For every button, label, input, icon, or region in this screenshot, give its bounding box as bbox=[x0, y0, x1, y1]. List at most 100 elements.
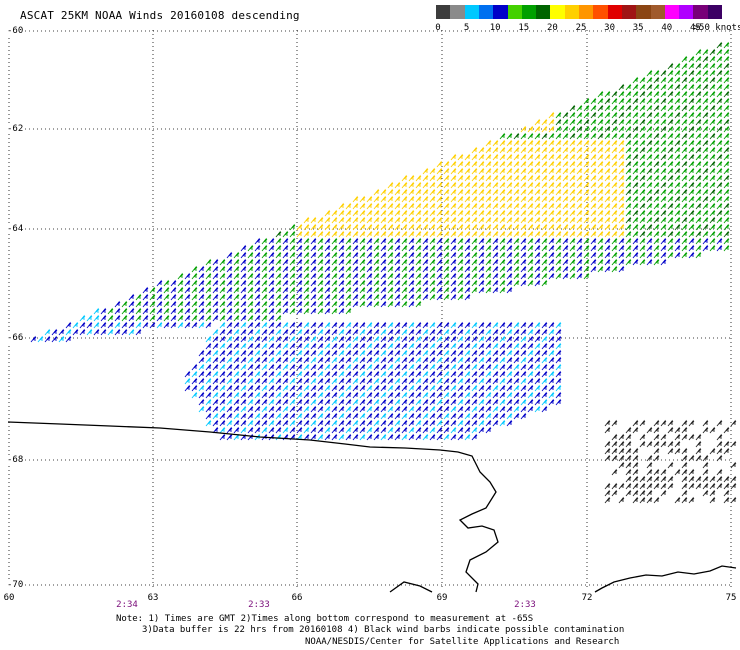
wind-barb bbox=[429, 202, 436, 210]
wind-barb bbox=[723, 139, 730, 147]
wind-barb bbox=[219, 279, 226, 287]
wind-barb bbox=[366, 377, 373, 385]
wind-barb bbox=[338, 272, 345, 280]
wind-barb bbox=[520, 195, 527, 203]
wind-barb bbox=[583, 216, 590, 224]
wind-barb bbox=[450, 167, 457, 175]
wind-barb bbox=[569, 139, 576, 147]
wind-barb bbox=[590, 174, 597, 182]
wind-barb bbox=[471, 391, 478, 399]
wind-barb bbox=[499, 188, 506, 196]
wind-barb bbox=[562, 139, 569, 147]
wind-barb bbox=[107, 314, 114, 322]
wind-barb bbox=[534, 167, 541, 175]
wind-barb bbox=[716, 244, 723, 252]
wind-barb bbox=[520, 391, 527, 399]
wind-barb bbox=[611, 125, 618, 133]
wind-barb bbox=[646, 69, 653, 77]
wind-barb bbox=[226, 286, 233, 294]
wind-barb bbox=[513, 342, 520, 350]
wind-barb bbox=[219, 419, 226, 427]
wind-barb bbox=[499, 132, 506, 140]
wind-barb bbox=[520, 398, 527, 406]
wind-barb bbox=[254, 286, 261, 294]
wind-barb bbox=[443, 349, 450, 357]
wind-barb bbox=[590, 188, 597, 196]
wind-barb bbox=[345, 300, 352, 308]
wind-barb bbox=[310, 293, 317, 301]
wind-barb bbox=[548, 265, 555, 273]
wind-barb bbox=[618, 237, 625, 245]
wind-barb bbox=[702, 482, 709, 490]
wind-barb bbox=[156, 300, 163, 308]
wind-barb bbox=[688, 237, 695, 245]
wind-barb bbox=[646, 104, 653, 112]
wind-barb bbox=[282, 398, 289, 406]
wind-barb bbox=[485, 188, 492, 196]
wind-barb bbox=[541, 146, 548, 154]
wind-barb bbox=[359, 286, 366, 294]
wind-barb bbox=[233, 342, 240, 350]
wind-barb bbox=[499, 398, 506, 406]
wind-barb bbox=[485, 216, 492, 224]
wind-barb bbox=[289, 412, 296, 420]
wind-barb bbox=[716, 125, 723, 133]
wind-barb bbox=[366, 384, 373, 392]
wind-barb bbox=[660, 475, 667, 483]
wind-barb bbox=[485, 146, 492, 154]
wind-barb bbox=[331, 433, 338, 441]
wind-barb bbox=[450, 153, 457, 161]
wind-barb bbox=[555, 398, 562, 406]
wind-barb bbox=[625, 160, 632, 168]
wind-barb bbox=[219, 272, 226, 280]
wind-barb bbox=[198, 272, 205, 280]
wind-barb bbox=[618, 90, 625, 98]
wind-barb bbox=[590, 139, 597, 147]
wind-barb bbox=[359, 412, 366, 420]
wind-barb bbox=[583, 139, 590, 147]
wind-barb bbox=[296, 433, 303, 441]
wind-barb bbox=[611, 181, 618, 189]
wind-barb bbox=[156, 321, 163, 329]
wind-barb bbox=[485, 419, 492, 427]
wind-barb bbox=[695, 146, 702, 154]
wind-barb bbox=[373, 237, 380, 245]
wind-barb bbox=[723, 482, 730, 490]
wind-barb bbox=[688, 195, 695, 203]
wind-barb bbox=[702, 69, 709, 77]
wind-barb bbox=[401, 272, 408, 280]
legend-label: 20 bbox=[546, 23, 558, 33]
wind-barb bbox=[611, 440, 618, 448]
wind-barb bbox=[660, 433, 667, 441]
wind-barb bbox=[128, 307, 135, 315]
wind-barb bbox=[534, 223, 541, 231]
wind-barb bbox=[471, 146, 478, 154]
wind-barb bbox=[569, 195, 576, 203]
wind-barb bbox=[296, 419, 303, 427]
wind-barb bbox=[233, 328, 240, 336]
wind-barb bbox=[611, 153, 618, 161]
wind-barb bbox=[625, 104, 632, 112]
wind-barb bbox=[387, 370, 394, 378]
wind-barb bbox=[317, 412, 324, 420]
wind-barb bbox=[464, 349, 471, 357]
wind-barb bbox=[212, 398, 219, 406]
wind-barb bbox=[247, 426, 254, 434]
wind-barb bbox=[611, 139, 618, 147]
wind-barb bbox=[324, 279, 331, 287]
wind-barb bbox=[401, 251, 408, 259]
legend-swatch bbox=[707, 5, 723, 19]
wind-barb bbox=[548, 384, 555, 392]
wind-barb bbox=[604, 454, 611, 462]
wind-barb bbox=[303, 349, 310, 357]
wind-barb bbox=[275, 307, 282, 315]
wind-barb bbox=[513, 160, 520, 168]
wind-barb bbox=[429, 174, 436, 182]
wind-barb bbox=[394, 356, 401, 364]
wind-barb bbox=[408, 286, 415, 294]
wind-barb bbox=[513, 279, 520, 287]
wind-barb bbox=[198, 307, 205, 315]
wind-barb bbox=[156, 314, 163, 322]
wind-barb bbox=[513, 384, 520, 392]
wind-barb bbox=[667, 195, 674, 203]
